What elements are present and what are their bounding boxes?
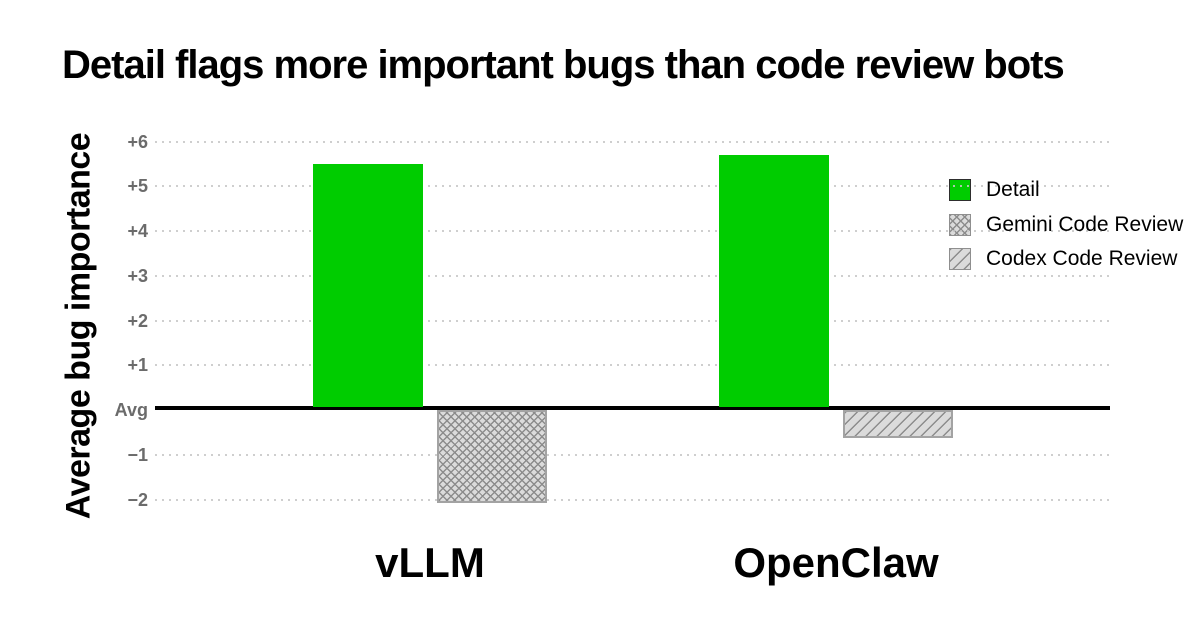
chart-title: Detail flags more important bugs than co… <box>62 43 1065 87</box>
legend-label-gemini-code-review: Gemini Code Review <box>986 213 1184 236</box>
gridline <box>155 498 1110 501</box>
gridline <box>155 274 1110 277</box>
bar-vllm-detail <box>313 164 423 407</box>
x-category-label-vllm: vLLM <box>375 539 485 586</box>
y-tick-label: +5 <box>127 176 148 197</box>
y-tick-label: +1 <box>127 355 148 376</box>
gridline <box>155 453 1110 456</box>
gridline <box>155 185 1110 188</box>
bar-openclaw-detail <box>719 155 829 407</box>
x-category-label-openclaw: OpenClaw <box>733 539 939 586</box>
y-tick-label: −2 <box>127 489 148 510</box>
bar-openclaw-codex-code-review <box>843 410 953 438</box>
y-tick-label: Avg <box>114 400 148 420</box>
legend-label-detail: Detail <box>986 178 1040 201</box>
y-tick-label: −1 <box>127 444 148 465</box>
y-tick-label: +4 <box>127 221 148 241</box>
legend-label-codex-code-review: Codex Code Review <box>986 247 1178 270</box>
gridline <box>155 230 1110 232</box>
y-tick-label: +3 <box>127 265 148 286</box>
gridline <box>155 140 1110 143</box>
avg-baseline <box>155 406 1110 410</box>
y-tick-label: +2 <box>127 310 148 331</box>
legend-swatch-detail <box>949 179 971 201</box>
legend-swatch-codex-code-review <box>949 248 971 270</box>
gridline <box>155 319 1110 322</box>
y-tick-label: +6 <box>127 131 148 152</box>
legend-swatch-gemini-code-review <box>949 214 971 236</box>
bar-vllm-gemini-code-review <box>437 410 547 503</box>
gridline <box>155 364 1110 367</box>
